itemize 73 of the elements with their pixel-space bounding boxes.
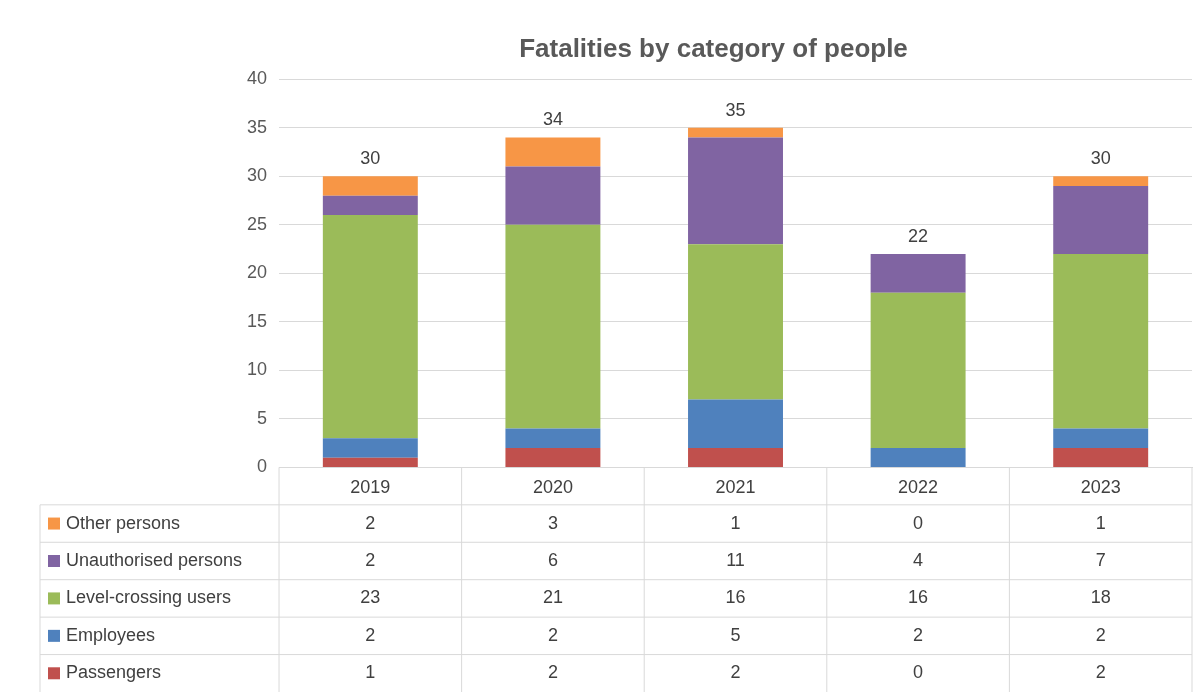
data-label: 7 xyxy=(1095,549,1106,570)
legend-label: Employees xyxy=(66,624,156,645)
data-label: 2 xyxy=(547,662,558,683)
data-label: 2 xyxy=(730,662,741,683)
data-label: 2 xyxy=(365,624,376,645)
bar xyxy=(1053,428,1149,448)
data-label: 21 xyxy=(542,587,563,608)
y-tick-label: 25 xyxy=(246,213,268,234)
bar xyxy=(1053,176,1149,186)
data-label: 2 xyxy=(547,624,558,645)
y-tick-label: 10 xyxy=(246,359,268,380)
y-tick-label: 20 xyxy=(246,262,268,283)
legend-label: Level-crossing users xyxy=(66,587,232,608)
bar xyxy=(688,447,783,467)
bar xyxy=(505,447,601,467)
bar xyxy=(688,127,783,138)
y-tick-label: 30 xyxy=(246,165,268,186)
bar xyxy=(505,166,601,225)
y-tick-label: 35 xyxy=(246,116,268,137)
data-label: 5 xyxy=(730,624,741,645)
data-label: 0 xyxy=(913,662,924,683)
y-tick-label: 0 xyxy=(257,456,268,477)
x-tick-label: 2021 xyxy=(715,477,756,498)
bar xyxy=(688,399,783,448)
data-label: 1 xyxy=(730,512,741,533)
bar xyxy=(505,428,601,448)
total-label: 30 xyxy=(1090,148,1111,169)
data-label: 2 xyxy=(1095,624,1106,645)
bar xyxy=(870,447,966,467)
total-label: 22 xyxy=(908,225,929,246)
data-label: 4 xyxy=(913,549,924,570)
y-tick-label: 5 xyxy=(257,407,268,428)
chart-title: Fatalities by category of people xyxy=(519,32,908,63)
x-tick-label: 2020 xyxy=(532,477,573,498)
bar xyxy=(322,195,418,216)
data-label: 2 xyxy=(1095,662,1106,683)
bar xyxy=(322,438,418,458)
bar xyxy=(322,215,418,439)
bar xyxy=(688,244,783,400)
data-label: 1 xyxy=(365,662,376,683)
bar xyxy=(505,224,601,429)
data-label: 0 xyxy=(913,512,924,533)
x-tick-label: 2019 xyxy=(350,477,391,498)
data-label: 16 xyxy=(725,587,746,608)
total-label: 34 xyxy=(542,109,563,130)
bar xyxy=(870,292,966,448)
bar xyxy=(1053,447,1149,467)
x-tick-label: 2023 xyxy=(1080,477,1121,498)
legend-label: Passengers xyxy=(66,662,162,683)
total-label: 30 xyxy=(360,148,381,169)
bar xyxy=(870,253,966,293)
y-tick-label: 40 xyxy=(246,68,268,89)
bar xyxy=(505,137,601,167)
legend-label: Other persons xyxy=(66,512,181,533)
data-label: 2 xyxy=(913,624,924,645)
bar xyxy=(322,457,418,467)
data-label: 16 xyxy=(908,587,929,608)
total-label: 35 xyxy=(725,99,746,120)
data-label: 2 xyxy=(365,512,376,533)
bar xyxy=(688,137,783,245)
bar xyxy=(1053,253,1149,429)
bar xyxy=(1053,185,1149,254)
x-tick-label: 2022 xyxy=(898,477,939,498)
data-label: 1 xyxy=(1095,512,1106,533)
data-label: 3 xyxy=(547,512,558,533)
data-label: 18 xyxy=(1090,587,1111,608)
data-label: 2 xyxy=(365,549,376,570)
y-tick-label: 15 xyxy=(246,310,268,331)
data-label: 23 xyxy=(360,587,381,608)
legend-label: Unauthorised persons xyxy=(66,549,243,570)
bar xyxy=(322,176,418,196)
data-label: 6 xyxy=(547,549,558,570)
data-label: 11 xyxy=(726,549,745,570)
